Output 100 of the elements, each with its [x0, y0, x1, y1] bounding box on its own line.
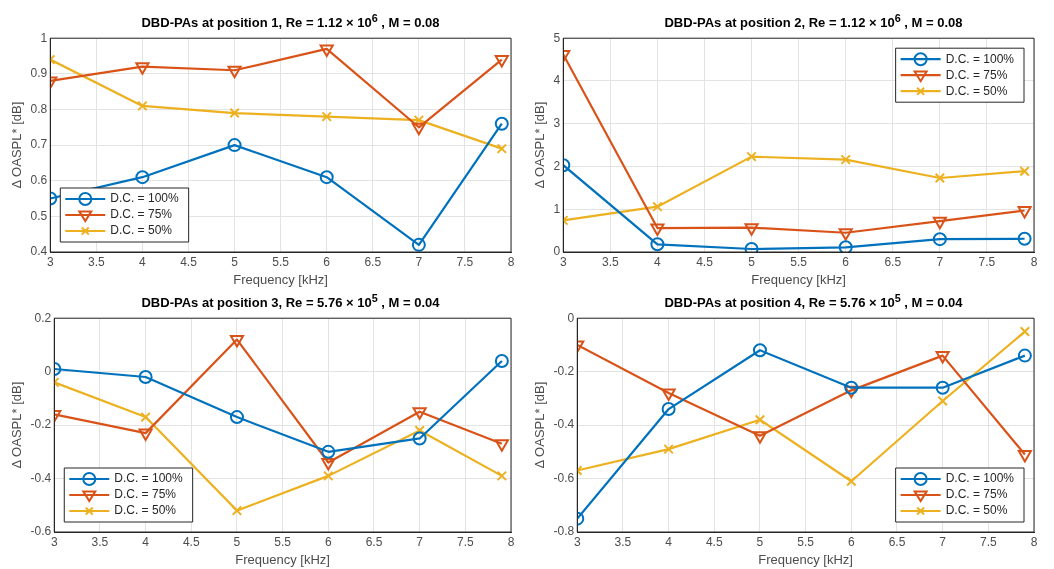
point: [838, 240, 853, 252]
point: [937, 395, 948, 407]
y-axis-title: Δ OASPL* [dB]: [532, 381, 548, 469]
point: [844, 385, 859, 399]
point: [227, 138, 242, 153]
point: [1019, 326, 1031, 337]
y-tick-label: -0.2: [553, 363, 575, 378]
point: [411, 122, 426, 136]
point: [652, 201, 663, 212]
y-tick-label: 0: [553, 244, 561, 259]
point: [319, 170, 334, 185]
x-tick-label: 7: [415, 254, 423, 269]
legend-label: D.C. = 100%: [110, 191, 179, 206]
point: [496, 470, 508, 482]
x-tick-label: 5: [231, 254, 239, 269]
y-tick-label: 3: [553, 116, 561, 131]
point: [1017, 231, 1032, 246]
point: [494, 116, 509, 131]
legend-label: D.C. = 75%: [945, 487, 1008, 502]
x-tick-label: 5: [233, 534, 241, 549]
legend-label: D.C. = 75%: [114, 487, 177, 502]
x-tick-label: 3.5: [91, 534, 109, 549]
x-tick-label: 4: [654, 254, 662, 269]
x-tick-label: 6.5: [888, 534, 906, 549]
legend-label: D.C. = 100%: [945, 51, 1015, 66]
point: [135, 170, 150, 185]
x-tick-label: 8: [1030, 254, 1038, 269]
point: [321, 458, 336, 471]
point: [935, 351, 950, 364]
x-tick-label: 8: [507, 534, 515, 549]
point: [932, 232, 947, 247]
point: [935, 380, 950, 395]
point: [137, 100, 148, 112]
point: [140, 411, 151, 423]
legend-label: D.C. = 50%: [114, 503, 177, 518]
point: [412, 407, 427, 420]
y-tick-label: 0.9: [30, 66, 48, 81]
x-tick-label: 5: [756, 534, 764, 549]
point: [1017, 450, 1032, 463]
point: [135, 62, 150, 75]
x-tick-label: 4.5: [182, 534, 200, 549]
point: [844, 380, 859, 395]
point: [229, 335, 245, 348]
x-tick-label: 6: [847, 534, 855, 549]
legend-label: D.C. = 75%: [110, 207, 173, 222]
point: [650, 237, 665, 252]
point: [752, 431, 768, 444]
x-axis-title: Frequency [kHz]: [751, 271, 846, 287]
y-axis-title: Δ OASPL* [dB]: [532, 101, 548, 189]
y-tick-label: 2: [553, 158, 561, 173]
legend-label: D.C. = 75%: [945, 67, 1008, 82]
x-tick-label: 5.5: [790, 254, 808, 269]
point: [138, 370, 153, 384]
x-tick-label: 4: [139, 254, 147, 269]
x-tick-label: 4.5: [696, 254, 714, 269]
x-tick-label: 7: [416, 534, 424, 549]
chart-title: DBD-PAs at position 1, Re = 1.12 × 10$^{6}$ , M = 0.08: [140, 11, 441, 31]
point: [411, 237, 426, 252]
y-tick-label: 0.8: [30, 101, 48, 116]
x-tick-label: 4.5: [180, 254, 198, 269]
chart-title: DBD-PAs at position 3, Re = 5.76 × 10$^{5}$ , M = 0.04: [140, 291, 441, 311]
point: [323, 470, 334, 482]
legend-label: D.C. = 50%: [110, 223, 173, 238]
x-tick-label: 5: [748, 254, 756, 269]
y-tick-label: -0.6: [553, 470, 575, 485]
point: [744, 223, 759, 236]
point: [663, 443, 674, 455]
point: [229, 107, 240, 119]
x-tick-label: 8: [507, 254, 515, 269]
chart-title: DBD-PAs at position 4, Re = 5.76 × 10$^{5}$ , M = 0.04: [663, 291, 964, 311]
point: [1017, 348, 1032, 363]
x-tick-label: 7.5: [978, 254, 996, 269]
legend-label: D.C. = 50%: [945, 503, 1008, 518]
x-tick-label: 7: [939, 534, 947, 549]
x-tick-label: 7.5: [456, 534, 474, 549]
point: [934, 172, 946, 184]
point: [661, 388, 676, 402]
legend-label: D.C. = 100%: [945, 471, 1015, 486]
y-tick-label: 1: [40, 30, 48, 45]
x-tick-label: 6: [842, 254, 850, 269]
point: [494, 439, 509, 452]
x-tick-label: 4: [665, 534, 673, 549]
point: [496, 143, 508, 154]
point: [321, 444, 336, 459]
point: [321, 111, 332, 122]
point: [838, 228, 853, 241]
y-tick-label: -0.8: [553, 524, 575, 539]
point: [1017, 206, 1032, 219]
point: [932, 216, 947, 230]
point: [661, 402, 676, 417]
x-tick-label: 3.5: [614, 534, 632, 549]
point: [494, 353, 509, 368]
x-tick-label: 3.5: [602, 254, 620, 269]
point: [229, 410, 244, 425]
y-tick-label: -0.4: [30, 470, 52, 485]
y-tick-label: 4: [553, 73, 561, 88]
point: [227, 65, 242, 79]
point: [846, 475, 857, 487]
y-tick-label: 5: [553, 30, 561, 45]
point: [752, 343, 767, 358]
